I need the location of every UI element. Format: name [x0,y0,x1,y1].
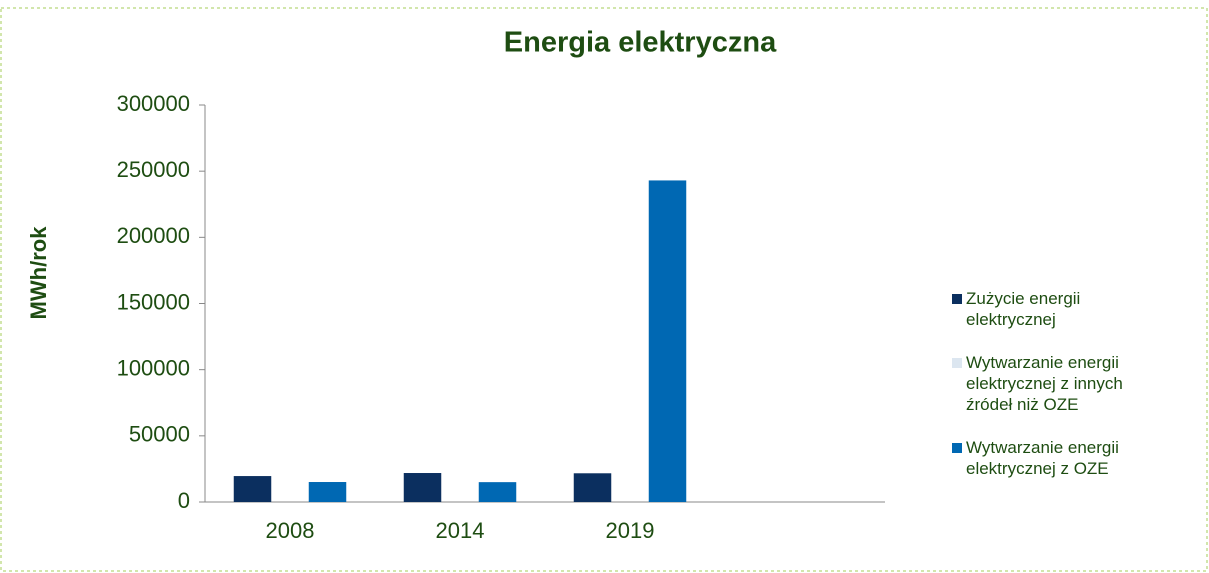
y-tick-label: 100000 [117,355,190,380]
legend-swatch [952,443,962,453]
bar [648,180,687,502]
bar [233,476,272,502]
bar [403,473,442,502]
x-tick-label: 2008 [266,518,315,543]
legend-swatch [952,358,962,368]
y-tick-label: 150000 [117,289,190,314]
x-tick-label: 2014 [436,518,485,543]
y-axis-label: MWh/rok [26,226,51,320]
y-tick-label: 0 [178,488,190,513]
frame [0,7,1208,572]
legend-label: Wytwarzanie energii elektrycznej z OZE [966,438,1119,478]
y-tick-label: 300000 [117,91,190,116]
legend-item: Zużycie energii elektrycznej [952,288,1162,330]
bar [308,482,347,502]
chart-title: Energia elektryczna [504,27,777,59]
y-tick-label: 50000 [129,422,190,447]
legend-label: Zużycie energii elektrycznej [966,289,1081,329]
bar [478,482,517,502]
bar [573,473,612,502]
legend-swatch [952,294,962,304]
legend-label: Wytwarzanie energii elektrycznej z innyc… [966,353,1123,414]
y-tick-label: 250000 [117,157,190,182]
legend-item: Wytwarzanie energii elektrycznej z innyc… [952,352,1162,415]
x-tick-label: 2019 [606,518,655,543]
legend: Zużycie energii elektrycznej Wytwarzanie … [952,288,1162,501]
legend-item: Wytwarzanie energii elektrycznej z OZE [952,437,1162,479]
y-tick-label: 200000 [117,223,190,248]
